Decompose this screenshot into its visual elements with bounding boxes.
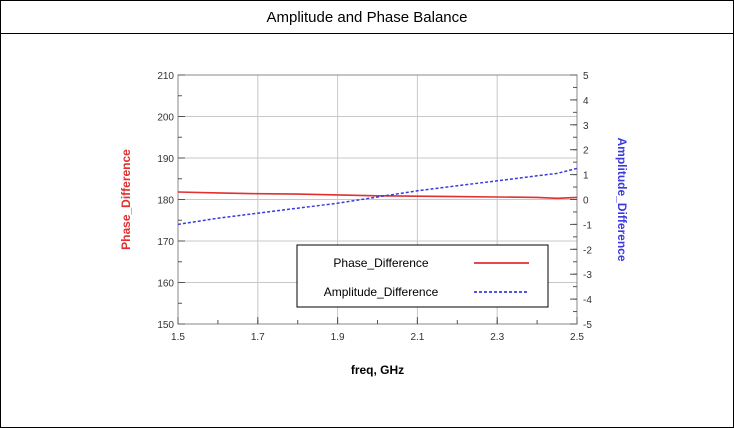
y-left-tick-label: 170 (157, 237, 174, 248)
y-right-tick-label: -1 (583, 220, 592, 231)
y-left-tick-label: 190 (157, 154, 174, 165)
y-right-tick-label: 3 (583, 121, 589, 132)
y-right-tick-label: -3 (583, 270, 592, 281)
x-tick-label: 2.5 (570, 332, 584, 343)
y-right-tick-label: 2 (583, 146, 589, 157)
y-right-tick-label: 1 (583, 171, 589, 182)
legend-label: Amplitude_Difference (324, 285, 439, 299)
legend-label: Phase_Difference (333, 256, 429, 270)
x-tick-label: 2.3 (490, 332, 504, 343)
y-left-tick-label: 210 (157, 71, 174, 82)
y-left-tick-label: 160 (157, 279, 174, 290)
y-right-tick-label: 4 (583, 96, 589, 107)
y-right-tick-label: -4 (583, 295, 592, 306)
y-right-axis-title: Amplitude_Difference (615, 137, 629, 261)
y-left-tick-label: 200 (157, 113, 174, 124)
y-right-tick-label: 5 (583, 71, 589, 82)
series-line-phase-difference (177, 191, 578, 200)
x-tick-label: 1.5 (171, 332, 185, 343)
y-left-tick-label: 150 (157, 320, 174, 331)
x-axis-title: freq, GHz (351, 363, 404, 377)
y-left-tick-label: 180 (157, 196, 174, 207)
y-right-tick-label: -2 (583, 245, 592, 256)
y-right-tick-label: 0 (583, 196, 589, 207)
legend-box (296, 244, 549, 308)
y-left-axis-title: Phase_Difference (119, 149, 133, 250)
y-right-tick-label: -5 (583, 320, 592, 331)
x-tick-label: 2.1 (410, 332, 424, 343)
panel-title: Amplitude and Phase Balance (1, 1, 733, 34)
x-tick-label: 1.7 (251, 332, 265, 343)
series-line-amplitude-difference (177, 167, 578, 226)
x-tick-label: 1.9 (331, 332, 345, 343)
